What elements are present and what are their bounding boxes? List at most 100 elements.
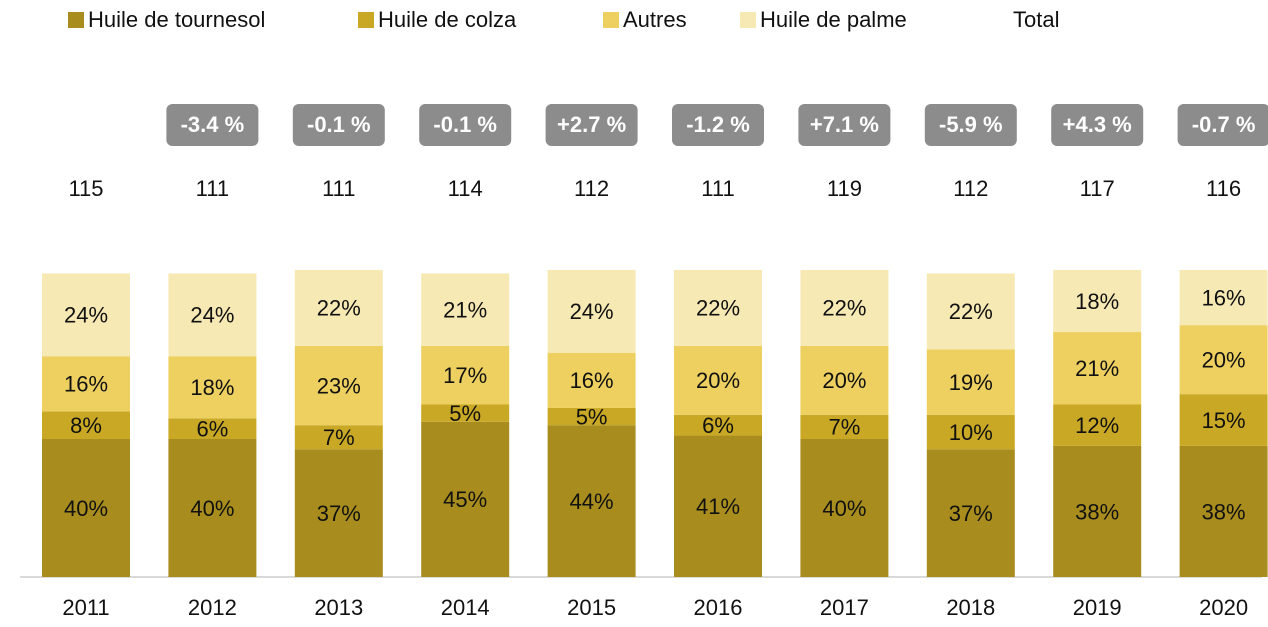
bar-segment: [674, 269, 762, 346]
total-label: 112: [574, 176, 609, 201]
bar-segment: [547, 425, 636, 577]
bar-segment: [42, 439, 130, 577]
bar-segment: [800, 269, 889, 346]
total-label: 111: [701, 176, 734, 201]
total-label: 114: [448, 176, 483, 201]
data-label: 6%: [197, 416, 229, 441]
data-label: 23%: [317, 373, 361, 398]
data-label: 40%: [64, 496, 108, 521]
change-box: [166, 104, 259, 146]
data-label: 10%: [949, 420, 993, 445]
bar-segment: [800, 414, 889, 439]
change-box: [924, 104, 1017, 146]
data-label: 24%: [570, 299, 614, 324]
total-label: 112: [953, 176, 988, 201]
change-label: -0.7 %: [1192, 112, 1256, 137]
total-label: 117: [1080, 176, 1115, 201]
legend-swatch: [603, 12, 619, 28]
bar-segment: [1179, 445, 1268, 577]
bar-segment: [926, 273, 1015, 350]
data-label: 7%: [323, 425, 355, 450]
data-label: 16%: [64, 372, 108, 397]
data-label: 38%: [1075, 499, 1119, 524]
change-label: -1.2 %: [686, 112, 750, 137]
data-label: 5%: [576, 404, 608, 429]
bar-segment: [294, 345, 383, 426]
bar-segment: [168, 418, 257, 439]
total-label: 111: [196, 176, 229, 201]
bar-segment: [1179, 269, 1268, 326]
x-tick-label: 2012: [188, 595, 237, 620]
bar-segment: [547, 269, 636, 353]
data-label: 24%: [64, 303, 108, 328]
bar-segment: [421, 273, 510, 346]
data-label: 18%: [1075, 289, 1119, 314]
data-label: 5%: [449, 401, 481, 426]
legend-label: Huile de colza: [378, 7, 517, 32]
change-label: -3.4 %: [181, 112, 245, 137]
data-label: 38%: [1202, 499, 1246, 524]
data-label: 20%: [822, 368, 866, 393]
bar-segment: [294, 449, 383, 577]
data-label: 41%: [696, 494, 740, 519]
bar-segment: [168, 273, 257, 357]
data-label: 18%: [190, 375, 234, 400]
bar-segment: [42, 273, 130, 357]
bar-segment: [168, 356, 257, 419]
bar-segment: [800, 345, 889, 415]
bar-segment: [926, 449, 1015, 577]
change-box: [798, 104, 891, 146]
data-label: 40%: [822, 496, 866, 521]
data-label: 40%: [190, 496, 234, 521]
total-label: 115: [68, 176, 103, 201]
bar-segment: [421, 345, 510, 405]
change-label: +4.3 %: [1063, 112, 1132, 137]
change-label: +2.7 %: [557, 112, 626, 137]
legend-label: Autres: [623, 7, 687, 32]
bar-segment: [168, 439, 257, 577]
bar-segment: [1179, 325, 1268, 395]
x-tick-label: 2014: [441, 595, 490, 620]
total-label: 116: [1206, 176, 1241, 201]
bar-segment: [1179, 394, 1268, 446]
bar-segment: [294, 425, 383, 450]
data-label: 6%: [702, 413, 734, 438]
change-box: [672, 104, 764, 146]
data-label: 44%: [570, 489, 614, 514]
change-label: -5.9 %: [939, 112, 1003, 137]
data-label: 37%: [949, 501, 993, 526]
data-label: 21%: [443, 297, 487, 322]
bar-segment: [926, 349, 1015, 415]
bar-segment: [1053, 445, 1142, 577]
bar-segment: [421, 404, 510, 422]
bar-segment: [421, 421, 510, 577]
change-box: [292, 104, 385, 146]
legend-swatch: [358, 12, 374, 28]
bar-segment: [42, 411, 130, 439]
data-label: 20%: [696, 368, 740, 393]
legend-label: Huile de palme: [760, 7, 907, 32]
data-label: 22%: [949, 299, 993, 324]
data-label: 22%: [696, 296, 740, 321]
bar-segment: [926, 414, 1015, 450]
data-label: 12%: [1075, 413, 1119, 438]
bar-segment: [674, 435, 762, 577]
change-box: [419, 104, 512, 146]
legend-swatch: [68, 12, 84, 28]
x-tick-label: 2016: [694, 595, 743, 620]
data-label: 16%: [570, 368, 614, 393]
bar-segment: [1053, 269, 1142, 333]
change-box: [1051, 104, 1144, 146]
data-label: 45%: [443, 487, 487, 512]
bar-segment: [294, 269, 383, 346]
data-label: 7%: [829, 415, 861, 440]
x-tick-label: 2017: [820, 595, 869, 620]
x-tick-label: 2013: [314, 595, 363, 620]
bar-segment: [674, 345, 762, 415]
x-tick-label: 2011: [62, 595, 109, 620]
bar-segment: [547, 352, 636, 408]
x-tick-label: 2018: [946, 595, 995, 620]
bar-segment: [42, 356, 130, 412]
data-label: 21%: [1075, 356, 1119, 381]
